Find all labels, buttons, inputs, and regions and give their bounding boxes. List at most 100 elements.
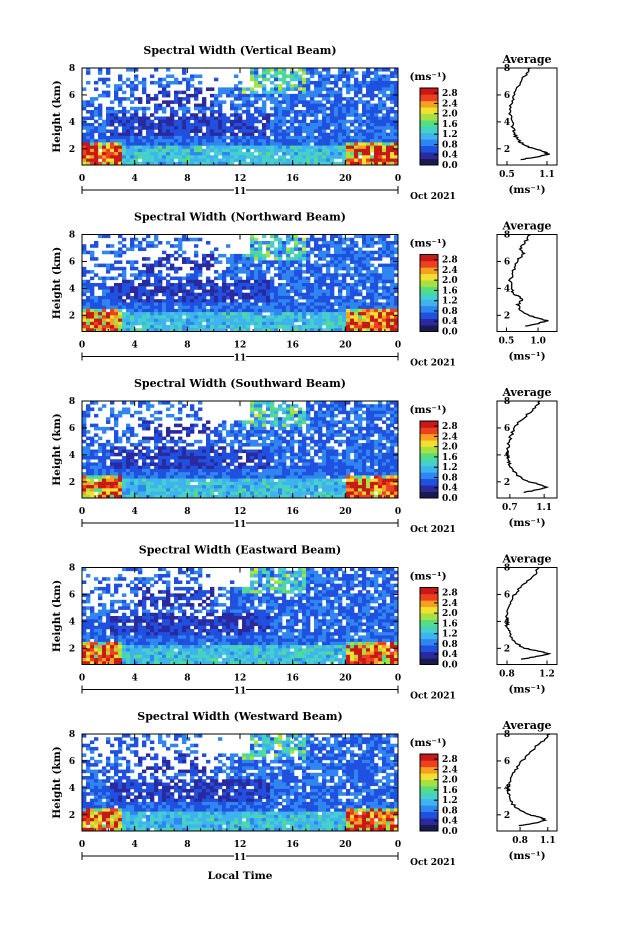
- heatmap-cell: [178, 158, 183, 163]
- heatmap-cell: [266, 97, 271, 101]
- heatmap-cell: [374, 257, 379, 261]
- heatmap-cell: [174, 161, 179, 166]
- heatmap-cell: [130, 299, 135, 303]
- heatmap-cell: [158, 119, 163, 124]
- heatmap-cell: [350, 237, 355, 242]
- heatmap-cell: [118, 295, 123, 300]
- heatmap-cell: [82, 273, 87, 277]
- heatmap-cell: [134, 312, 139, 316]
- heatmap-cell: [302, 312, 307, 316]
- heatmap-cell: [346, 328, 351, 332]
- heatmap-cell: [358, 315, 363, 319]
- heatmap-cell: [86, 135, 91, 140]
- heatmap-cell: [374, 273, 379, 277]
- heatmap-cell: [390, 260, 395, 264]
- heatmap-cell: [142, 257, 147, 261]
- heatmap-cell: [318, 295, 323, 300]
- heatmap-cell: [90, 135, 95, 140]
- heatmap-cell: [234, 145, 239, 150]
- heatmap-cell: [210, 302, 215, 306]
- heatmap-cell: [266, 455, 271, 460]
- heatmap-cell: [122, 119, 127, 124]
- colorbar-tick-label: 0.0: [442, 161, 458, 171]
- heatmap-cell: [326, 145, 331, 150]
- heatmap-cell: [286, 93, 291, 98]
- heatmap-cell: [354, 142, 359, 146]
- heatmap-cell: [286, 100, 291, 104]
- heatmap-cell: [174, 321, 179, 326]
- heatmap-cell: [190, 77, 195, 82]
- heatmap-cell: [218, 308, 223, 313]
- avg-x-tick-label: 1.0: [530, 337, 546, 347]
- heatmap-cell: [278, 468, 283, 473]
- heatmap-cell: [250, 468, 255, 473]
- heatmap-cell: [354, 302, 359, 306]
- heatmap-cell: [286, 449, 291, 454]
- heatmap-cell: [346, 135, 351, 140]
- heatmap-cell: [142, 436, 147, 441]
- avg-profile-line: [508, 67, 550, 161]
- heatmap-cell: [326, 93, 331, 98]
- heatmap-cell: [130, 279, 135, 284]
- heatmap-cell: [286, 410, 291, 415]
- heatmap-cell: [366, 257, 371, 261]
- heatmap-cell: [130, 116, 135, 121]
- heatmap-cell: [94, 148, 99, 153]
- heatmap-cell: [362, 103, 367, 108]
- heatmap-cell: [182, 110, 187, 114]
- heatmap-cell: [230, 455, 235, 460]
- heatmap-cell: [178, 318, 183, 323]
- heatmap-cell: [178, 478, 183, 483]
- heatmap-cell: [90, 308, 95, 313]
- heatmap-cell: [178, 401, 183, 405]
- heatmap-cell: [174, 77, 179, 82]
- heatmap-cell: [210, 142, 215, 146]
- heatmap-cell: [354, 283, 359, 287]
- heatmap-cell: [254, 417, 259, 421]
- heatmap-cell: [170, 276, 175, 281]
- heatmap-cell: [198, 126, 203, 130]
- heatmap-cell: [194, 273, 199, 277]
- heatmap-cell: [318, 155, 323, 159]
- heatmap-cell: [238, 308, 243, 313]
- heatmap-cell: [214, 260, 219, 264]
- heatmap-cell: [170, 148, 175, 153]
- heatmap-cell: [118, 116, 123, 121]
- heatmap-cell: [366, 148, 371, 153]
- heatmap-cell: [254, 286, 259, 290]
- heatmap-cell: [166, 472, 171, 476]
- heatmap-cell: [250, 276, 255, 281]
- heatmap-cell: [262, 139, 267, 143]
- heatmap-cell: [134, 142, 139, 146]
- heatmap-cell: [86, 305, 91, 310]
- heatmap-cell: [246, 155, 251, 159]
- heatmap-cell: [174, 328, 179, 332]
- heatmap-cell: [326, 132, 331, 137]
- heatmap-cell: [182, 71, 187, 75]
- heatmap-cell: [318, 161, 323, 166]
- heatmap-cell: [362, 305, 367, 310]
- heatmap-cell: [282, 110, 287, 114]
- heatmap-cell: [278, 462, 283, 467]
- heatmap-cell: [182, 129, 187, 134]
- heatmap-cell: [290, 289, 295, 294]
- heatmap-cell: [338, 119, 343, 124]
- heatmap-cell: [314, 158, 319, 163]
- heatmap-cell: [230, 253, 235, 258]
- heatmap-cell: [310, 312, 315, 316]
- colorbar-swatch: [420, 158, 438, 166]
- heatmap-cell: [310, 328, 315, 332]
- heatmap-cell: [238, 260, 243, 264]
- heatmap-cell: [270, 455, 275, 460]
- heatmap-cell: [198, 452, 203, 457]
- heatmap-cell: [242, 494, 247, 499]
- heatmap-cell: [186, 97, 191, 101]
- heatmap-cell: [258, 462, 263, 467]
- heatmap-cell: [318, 119, 323, 124]
- heatmap-cell: [258, 491, 263, 496]
- heatmap-cell: [262, 295, 267, 300]
- heatmap-cell: [238, 475, 243, 479]
- heatmap-cell: [242, 286, 247, 290]
- heatmap-cell: [194, 485, 199, 489]
